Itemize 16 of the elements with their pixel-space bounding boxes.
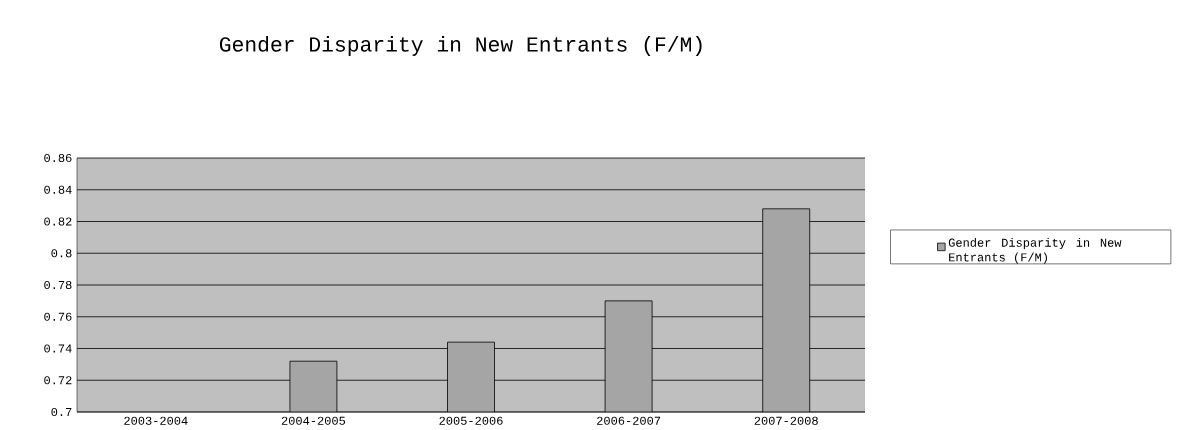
x-tick-label: 2003-2004 [124, 416, 188, 425]
y-tick-label: 0.86 [44, 153, 72, 163]
y-tick-label: 0.7 [51, 407, 72, 417]
y-tick-label: 0.8 [51, 249, 72, 258]
y-tick-label: 0.82 [44, 217, 72, 226]
x-tick-label: 2007-2008 [754, 416, 818, 425]
y-tick-label: 0.72 [44, 376, 72, 385]
x-tick-label: 2004-2005 [281, 416, 346, 425]
x-tick-label: 2006-2007 [597, 416, 661, 425]
x-tick-label: 2005-2006 [439, 416, 503, 425]
y-tick-label: 0.78 [44, 280, 72, 290]
y-tick-label: 0.76 [44, 312, 72, 321]
chart-title: Gender Disparity in New Entrants (F/M) [219, 36, 702, 56]
y-tick-label: 0.74 [44, 344, 72, 353]
legend-label: Gender Disparity in New Entrants (F/M) [948, 237, 1122, 264]
y-tick-label: 0.84 [44, 185, 72, 194]
